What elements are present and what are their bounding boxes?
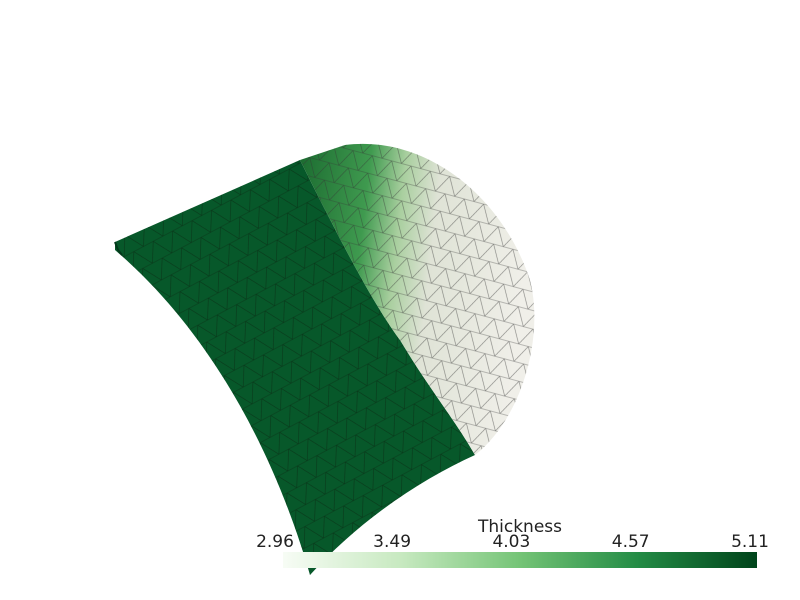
scalar-bar-tick-label: 4.03 [492,532,530,552]
scalar-bar-title: Thickness [477,517,562,537]
scalar-bar-tick-label: 4.57 [612,532,650,552]
scalar-bar-tick-label: 2.96 [256,532,294,552]
surface [114,143,535,575]
color-bar [283,552,757,568]
scalar-bar-tick-label: 5.11 [731,532,769,552]
scalar-bar-tick-label: 3.49 [373,532,411,552]
